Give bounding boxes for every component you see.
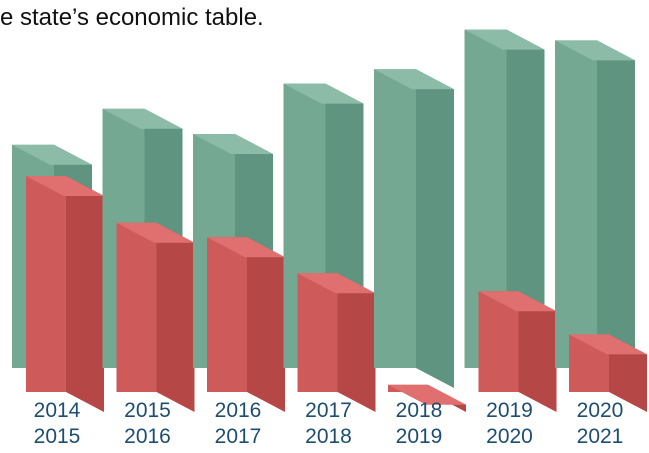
bar-series-a-6-front <box>555 40 597 369</box>
tick-label-line1: 2016 <box>215 399 262 422</box>
bar-series-a-5-top <box>464 29 545 50</box>
bar-series-b-1-top <box>116 222 195 243</box>
tick-label-line2: 2017 <box>215 425 262 448</box>
tick-label-line2: 2018 <box>305 425 352 448</box>
tick-label-2: 2016 2017 <box>215 399 262 448</box>
tick-labels-group: 2014 2015 2015 2016 2016 2017 2017 2018 2018 2019… <box>34 399 624 448</box>
bar-series-a-6 <box>555 40 635 389</box>
tick-label-line2: 2016 <box>124 425 171 448</box>
bar-series-b-0-front <box>26 176 66 392</box>
bar-series-b-6-top <box>569 334 647 355</box>
bar-series-a-6-top <box>555 40 635 61</box>
tick-label-line1: 2020 <box>577 399 624 422</box>
bar-series-b-2-top <box>207 237 285 258</box>
bars-group <box>12 29 647 412</box>
bar-series-a-4-side <box>416 69 454 388</box>
bar-series-b-1-front <box>116 222 157 392</box>
tick-label-1: 2015 2016 <box>124 399 171 448</box>
bar-series-b-3-front <box>297 273 338 392</box>
bar-series-b-4-top <box>388 384 466 405</box>
tick-label-4: 2018 2019 <box>396 399 443 448</box>
bar-series-b-0-side <box>66 176 104 412</box>
bar-series-b-4 <box>388 384 466 412</box>
bar-series-a-4-front <box>374 69 416 368</box>
bar-series-b-2-front <box>207 237 247 392</box>
bar-series-a-0-top <box>12 144 92 165</box>
bar-series-a-1-top <box>102 108 183 129</box>
bar-series-b-3-side <box>337 273 376 412</box>
tick-label-line2: 2021 <box>577 425 624 448</box>
bar-series-b-5-top <box>478 291 557 312</box>
tick-label-line2: 2020 <box>486 425 533 448</box>
bar-series-b-0 <box>26 176 104 412</box>
tick-label-line1: 2017 <box>305 399 352 422</box>
bar-series-b-6 <box>569 334 647 412</box>
tick-label-5: 2019 2020 <box>486 399 533 448</box>
bar-series-b-3 <box>297 273 376 412</box>
tick-label-6: 2020 2021 <box>577 399 624 448</box>
tick-label-line1: 2014 <box>34 399 81 422</box>
bar-series-b-3-top <box>297 273 376 294</box>
bar-series-a-4-top <box>374 69 454 90</box>
tick-label-line2: 2015 <box>34 425 81 448</box>
tick-label-0: 2014 2015 <box>34 399 81 448</box>
bar-series-b-1 <box>116 222 195 412</box>
caption-text: e state’s economic table. <box>0 4 264 31</box>
tick-label-line1: 2018 <box>396 399 443 422</box>
bar-series-a-6-side <box>597 40 635 389</box>
tick-label-line2: 2019 <box>396 425 443 448</box>
tick-label-3: 2017 2018 <box>305 399 352 448</box>
bar-series-b-5-side <box>518 291 557 412</box>
bar-series-b-1-side <box>156 222 195 412</box>
bar-series-b-5 <box>478 291 557 412</box>
tick-label-line1: 2015 <box>124 399 171 422</box>
bar-series-b-2-side <box>247 237 285 412</box>
bar-series-b-0-top <box>26 176 104 196</box>
bar-series-a-4 <box>374 69 454 388</box>
tick-label-line1: 2019 <box>486 399 533 422</box>
bar-series-a-3-top <box>283 83 364 104</box>
bar-series-b-2 <box>207 237 285 412</box>
bar-series-a-2-top <box>193 134 273 154</box>
